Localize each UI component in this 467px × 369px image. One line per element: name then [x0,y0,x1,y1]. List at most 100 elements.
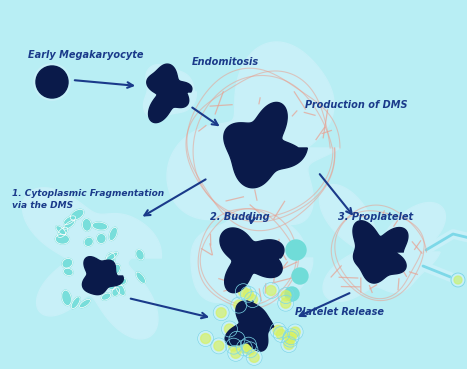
Text: Endomitosis: Endomitosis [192,57,259,67]
Circle shape [246,349,262,365]
Polygon shape [82,257,123,295]
Circle shape [243,289,254,299]
Ellipse shape [136,272,145,283]
Circle shape [286,240,306,260]
Polygon shape [143,65,196,118]
Circle shape [276,330,286,339]
Ellipse shape [136,249,144,260]
Ellipse shape [109,264,120,276]
Circle shape [216,308,226,318]
Circle shape [245,345,255,355]
Circle shape [284,339,294,349]
Circle shape [245,292,261,307]
Circle shape [283,329,299,345]
Circle shape [201,334,211,344]
Circle shape [241,286,256,302]
Circle shape [244,340,254,350]
Polygon shape [319,184,446,301]
Ellipse shape [92,222,108,230]
Circle shape [234,300,244,310]
Circle shape [286,332,296,342]
Polygon shape [220,228,284,293]
Circle shape [278,295,294,311]
Circle shape [281,337,297,352]
Ellipse shape [109,227,117,241]
Ellipse shape [84,237,93,246]
Circle shape [248,294,257,304]
Circle shape [273,325,283,335]
Ellipse shape [56,234,70,244]
Circle shape [214,341,224,351]
Circle shape [451,273,465,287]
Ellipse shape [62,258,72,268]
Ellipse shape [71,297,80,309]
Text: 2. Budding: 2. Budding [210,212,269,222]
Ellipse shape [57,227,68,238]
Circle shape [235,284,251,300]
Ellipse shape [99,264,110,273]
Circle shape [285,287,299,301]
Ellipse shape [106,252,115,267]
Ellipse shape [82,218,92,231]
Circle shape [273,327,289,342]
Text: Early Megakaryocyte: Early Megakaryocyte [28,50,143,60]
Circle shape [225,324,234,334]
Ellipse shape [79,299,91,308]
Circle shape [213,305,229,321]
Circle shape [270,323,286,338]
Circle shape [229,341,239,351]
Ellipse shape [92,265,104,277]
Circle shape [231,348,241,358]
Circle shape [228,345,244,361]
Circle shape [231,297,247,313]
Ellipse shape [86,258,98,268]
Ellipse shape [88,272,96,281]
Circle shape [281,298,290,308]
Text: Platelet Release: Platelet Release [295,307,384,317]
Text: Production of DMS: Production of DMS [305,100,408,110]
Circle shape [198,331,213,346]
Circle shape [278,287,294,304]
Circle shape [242,342,258,358]
Text: 3. Proplatelet: 3. Proplatelet [338,212,413,222]
Ellipse shape [70,209,84,220]
Circle shape [249,352,259,362]
Text: 1. Cytoplasmic Fragmentation: 1. Cytoplasmic Fragmentation [12,189,164,198]
Circle shape [236,340,252,356]
Polygon shape [225,301,274,351]
Ellipse shape [115,278,127,286]
Ellipse shape [105,252,118,262]
Ellipse shape [97,234,106,244]
Polygon shape [224,103,307,188]
Circle shape [287,324,303,340]
Ellipse shape [64,216,76,224]
Ellipse shape [62,290,71,306]
Polygon shape [22,188,162,339]
Ellipse shape [56,226,66,235]
Circle shape [281,290,291,301]
Circle shape [229,331,245,347]
Polygon shape [353,221,408,283]
Ellipse shape [101,293,111,300]
Polygon shape [191,202,313,303]
Polygon shape [147,64,192,123]
Circle shape [232,334,242,344]
Ellipse shape [115,282,125,296]
Circle shape [238,287,248,297]
Text: via the DMS: via the DMS [12,201,73,210]
Ellipse shape [64,268,73,276]
Circle shape [292,268,308,284]
Circle shape [221,321,237,337]
Circle shape [266,286,276,296]
Polygon shape [167,42,340,224]
Circle shape [211,338,227,354]
Circle shape [290,327,300,337]
Circle shape [454,276,462,284]
Circle shape [226,338,241,354]
Circle shape [239,343,249,353]
Circle shape [36,66,68,98]
Ellipse shape [64,220,75,229]
Circle shape [285,334,296,344]
Ellipse shape [112,287,120,296]
Circle shape [283,331,298,347]
